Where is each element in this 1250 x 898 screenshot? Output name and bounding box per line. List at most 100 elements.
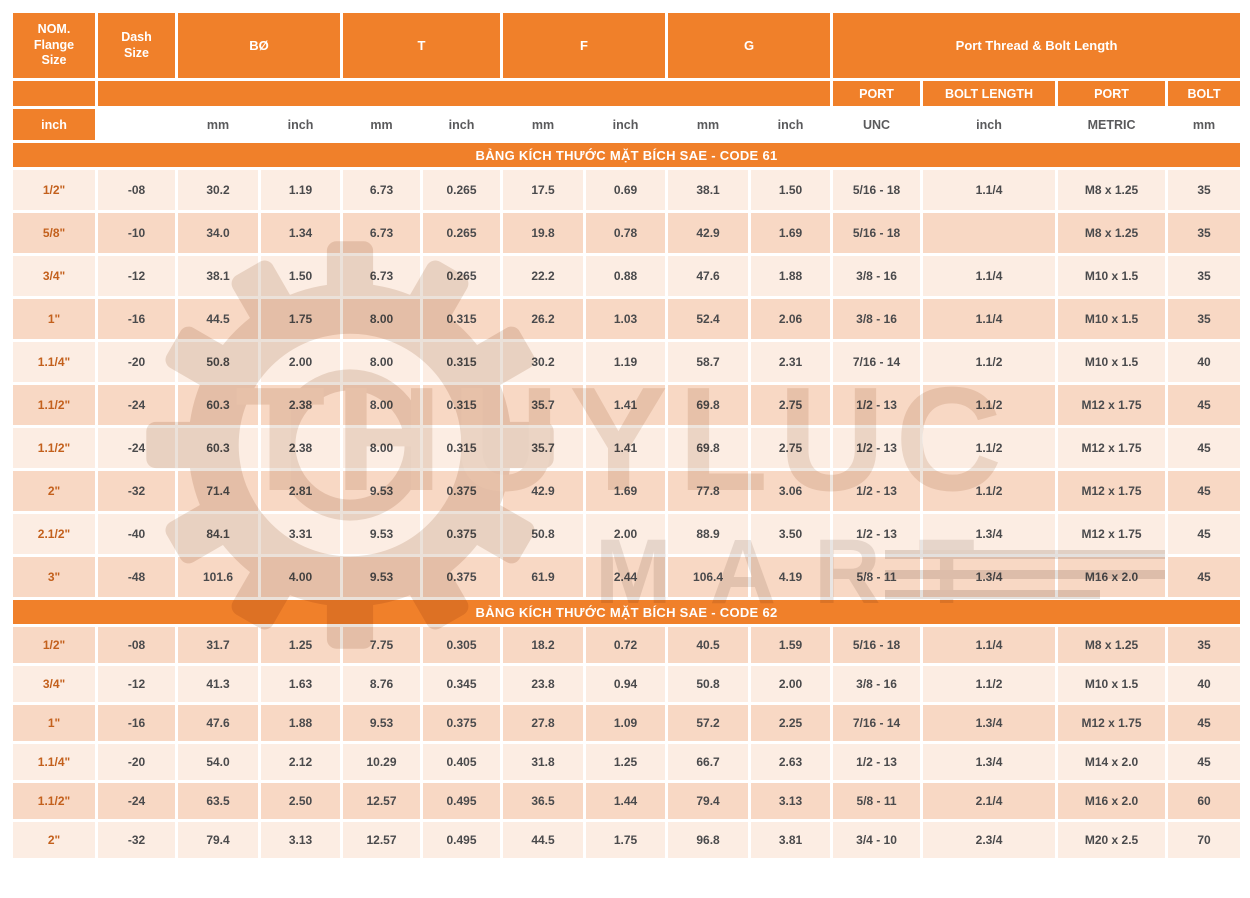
value-cell: 18.2 <box>500 624 587 666</box>
value-cell: 2.38 <box>258 425 343 471</box>
unit-cell: inch <box>419 106 504 143</box>
header-spacer <box>10 78 98 109</box>
value-cell: 5/8 - 11 <box>830 780 924 822</box>
value-cell: 61.9 <box>500 554 587 600</box>
table-row: 2.1/2" -40 84.1 3.31 9.53 0.375 50.8 2.00 88.9 3.… <box>10 511 1244 557</box>
table-row: 2" -32 71.4 2.81 9.53 0.375 42.9 1.69 77.8 3.06 1/… <box>10 468 1244 514</box>
value-cell: M20 x 2.5 <box>1055 819 1169 861</box>
value-cell: 1/2 - 13 <box>830 741 924 783</box>
value-cell: 2.00 <box>258 339 343 385</box>
flange-size-cell: 2.1/2" <box>10 511 98 557</box>
value-cell: 3.13 <box>748 780 834 822</box>
value-cell: 1.50 <box>258 253 343 299</box>
value-cell: 38.1 <box>665 167 752 213</box>
value-cell: 44.5 <box>175 296 261 342</box>
value-cell: 1.88 <box>748 253 834 299</box>
value-cell: -24 <box>95 382 178 428</box>
value-cell: 17.5 <box>500 167 587 213</box>
value-cell: 1.25 <box>583 741 669 783</box>
value-cell: 0.315 <box>419 382 504 428</box>
value-cell: 2.44 <box>583 554 669 600</box>
value-cell: 9.53 <box>340 468 423 514</box>
value-cell: 1.75 <box>583 819 669 861</box>
value-cell: 8.00 <box>340 382 423 428</box>
value-cell: 47.6 <box>665 253 752 299</box>
unit-cell: METRIC <box>1055 106 1169 143</box>
value-cell: M10 x 1.5 <box>1055 253 1169 299</box>
bo-diameter-header: BØ <box>175 10 343 81</box>
value-cell: 34.0 <box>175 210 261 256</box>
value-cell: 12.57 <box>340 780 423 822</box>
value-cell: 60.3 <box>175 382 261 428</box>
value-cell: 1.25 <box>258 624 343 666</box>
value-cell: 8.00 <box>340 339 423 385</box>
flange-size-cell: 1.1/4" <box>10 741 98 783</box>
flange-size-cell: 1/2" <box>10 167 98 213</box>
value-cell: 35.7 <box>500 382 587 428</box>
value-cell: 30.2 <box>500 339 587 385</box>
value-cell: 0.315 <box>419 425 504 471</box>
table-row: 1/2" -08 31.7 1.25 7.75 0.305 18.2 0.72 40.5 1.59… <box>10 624 1244 666</box>
value-cell: 3.81 <box>748 819 834 861</box>
value-cell: 45 <box>1165 382 1244 428</box>
value-cell: 45 <box>1165 554 1244 600</box>
value-cell: M12 x 1.75 <box>1055 511 1169 557</box>
flange-size-cell: 3" <box>10 554 98 600</box>
value-cell: 4.19 <box>748 554 834 600</box>
value-cell: -24 <box>95 780 178 822</box>
value-cell: 1.1/4 <box>920 167 1059 213</box>
value-cell: 1.3/4 <box>920 741 1059 783</box>
value-cell: 60 <box>1165 780 1244 822</box>
table-row: 1.1/4" -20 50.8 2.00 8.00 0.315 30.2 1.19 58.7 2.… <box>10 339 1244 385</box>
value-cell: M12 x 1.75 <box>1055 425 1169 471</box>
value-cell: 45 <box>1165 511 1244 557</box>
value-cell: 19.8 <box>500 210 587 256</box>
unit-cell: mm <box>665 106 752 143</box>
section-title: BẢNG KÍCH THƯỚC MẶT BÍCH SAE - CODE 61 <box>9 140 1244 170</box>
value-cell: 45 <box>1165 741 1244 783</box>
value-cell: 23.8 <box>500 663 587 705</box>
value-cell: M10 x 1.5 <box>1055 339 1169 385</box>
value-cell: 1.09 <box>583 702 669 744</box>
units-row: inch mm inch mm inch mm inch mm inch UNC… <box>10 106 1244 143</box>
flange-size-cell: 1.1/2" <box>10 780 98 822</box>
table-row: 3/4" -12 41.3 1.63 8.76 0.345 23.8 0.94 50.8 2.00… <box>10 663 1244 705</box>
value-cell: -08 <box>95 624 178 666</box>
value-cell: 0.345 <box>419 663 504 705</box>
value-cell: 79.4 <box>175 819 261 861</box>
value-cell: 0.88 <box>583 253 669 299</box>
value-cell: 2.12 <box>258 741 343 783</box>
value-cell: M12 x 1.75 <box>1055 468 1169 514</box>
value-cell: 35 <box>1165 210 1244 256</box>
flange-size-cell: 1" <box>10 296 98 342</box>
value-cell: 2.63 <box>748 741 834 783</box>
value-cell: 0.72 <box>583 624 669 666</box>
value-cell: 3/8 - 16 <box>830 253 924 299</box>
value-cell: 69.8 <box>665 425 752 471</box>
value-cell: 0.375 <box>419 554 504 600</box>
value-cell: -20 <box>95 741 178 783</box>
table-row: 2" -32 79.4 3.13 12.57 0.495 44.5 1.75 96.8 3.81 3… <box>10 819 1244 861</box>
value-cell: 2.06 <box>748 296 834 342</box>
unit-cell: mm <box>175 106 261 143</box>
value-cell: 8.00 <box>340 296 423 342</box>
value-cell: 71.4 <box>175 468 261 514</box>
value-cell: M8 x 1.25 <box>1055 210 1169 256</box>
value-cell: -16 <box>95 702 178 744</box>
unit-cell: inch <box>748 106 834 143</box>
value-cell: 2.75 <box>748 382 834 428</box>
value-cell: 38.1 <box>175 253 261 299</box>
value-cell: 1.63 <box>258 663 343 705</box>
value-cell: 1.69 <box>583 468 669 514</box>
value-cell: -12 <box>95 663 178 705</box>
value-cell: 1.3/4 <box>920 702 1059 744</box>
port-thread-bolt-length-header: Port Thread & Bolt Length <box>830 10 1244 81</box>
port-unc-header: PORT <box>830 78 924 109</box>
value-cell: 101.6 <box>175 554 261 600</box>
value-cell: 0.78 <box>583 210 669 256</box>
value-cell: -08 <box>95 167 178 213</box>
flange-size-cell: 3/4" <box>10 663 98 705</box>
value-cell: 1/2 - 13 <box>830 511 924 557</box>
flange-size-cell: 5/8" <box>10 210 98 256</box>
value-cell: 0.315 <box>419 339 504 385</box>
